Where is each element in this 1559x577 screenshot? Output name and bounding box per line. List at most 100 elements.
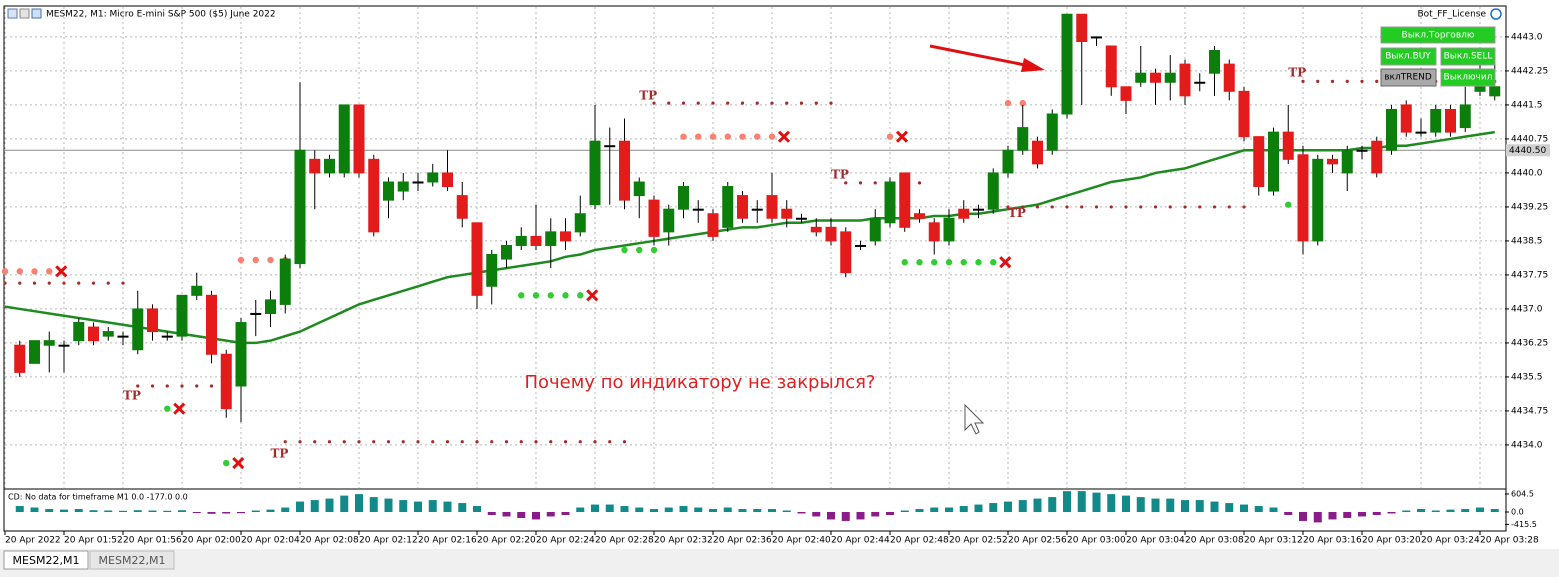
button-label[interactable]: Выкл.SELL bbox=[1444, 52, 1493, 62]
candle-body bbox=[397, 181, 409, 192]
histogram-bar bbox=[443, 501, 452, 512]
level-dot bbox=[150, 384, 155, 388]
histogram-bar bbox=[1210, 501, 1219, 512]
level-dot bbox=[563, 440, 568, 444]
x-tick-label: 20 Apr 03:12 bbox=[1244, 536, 1303, 546]
candle-body bbox=[412, 181, 424, 184]
x-tick-label: 20 Apr 03:28 bbox=[1480, 536, 1539, 546]
close-cross bbox=[895, 130, 909, 143]
button-label[interactable]: Выкл.BUY bbox=[1385, 52, 1431, 62]
histogram-bar bbox=[900, 510, 909, 512]
bot-icon bbox=[1490, 8, 1502, 20]
candle-body bbox=[471, 222, 483, 296]
tab[interactable] bbox=[3, 550, 89, 570]
level-dot bbox=[667, 101, 671, 105]
histogram-bar bbox=[1313, 511, 1322, 523]
candle-body bbox=[427, 172, 439, 183]
level-dot bbox=[106, 281, 110, 285]
candle-body bbox=[1312, 158, 1324, 242]
histogram-bar bbox=[1417, 509, 1425, 512]
candle-body bbox=[884, 181, 896, 224]
candle-body bbox=[58, 344, 70, 347]
candle-body bbox=[1179, 63, 1191, 97]
level-dot bbox=[475, 440, 479, 444]
y-tick-label: 4438.5 bbox=[1511, 236, 1543, 246]
tab-label[interactable]: MESM22,M1 bbox=[13, 554, 80, 567]
x-tick-label: 20 Apr 02:56 bbox=[1008, 536, 1067, 546]
histogram-bar bbox=[738, 509, 747, 512]
histogram-bar bbox=[1092, 492, 1101, 512]
histogram-bar bbox=[1107, 494, 1116, 512]
histogram-bar bbox=[296, 501, 304, 512]
candle-body bbox=[265, 299, 276, 314]
x-tick-label: 20 Apr 02:52 bbox=[949, 536, 1008, 546]
tp-label: TP bbox=[831, 168, 849, 182]
candle-body bbox=[825, 226, 837, 242]
candle-body bbox=[515, 235, 527, 246]
button[interactable] bbox=[1380, 47, 1437, 66]
candle-body bbox=[1076, 13, 1088, 42]
histogram-bar bbox=[310, 500, 319, 512]
histogram-bar bbox=[414, 501, 422, 512]
button[interactable] bbox=[1440, 47, 1496, 66]
candle-body bbox=[1430, 108, 1442, 133]
histogram-bar bbox=[797, 511, 806, 514]
x-tick-label: 20 Apr 02:16 bbox=[418, 536, 477, 546]
candle-body bbox=[928, 222, 940, 242]
level-dot bbox=[223, 459, 230, 467]
tp-label: TP bbox=[271, 446, 289, 460]
arrow bbox=[929, 44, 1031, 68]
candle-body bbox=[1002, 149, 1014, 174]
candle-body bbox=[943, 217, 955, 242]
button[interactable] bbox=[1380, 26, 1496, 44]
candle-body bbox=[604, 145, 616, 148]
histogram-bar bbox=[782, 510, 791, 512]
close-cross bbox=[999, 256, 1012, 269]
histogram-bar bbox=[723, 507, 732, 512]
candle-body bbox=[840, 231, 852, 274]
y-tick-label: 4436.25 bbox=[1511, 338, 1548, 348]
level-dot bbox=[121, 281, 125, 285]
histogram-bar bbox=[1269, 507, 1278, 512]
button[interactable] bbox=[1380, 68, 1437, 87]
histogram-bar bbox=[369, 497, 378, 512]
level-dot bbox=[1198, 205, 1202, 209]
level-dot bbox=[342, 440, 346, 444]
tab[interactable] bbox=[89, 550, 175, 570]
button-label[interactable]: вклTREND bbox=[1384, 73, 1432, 83]
level-dot bbox=[91, 281, 96, 285]
button[interactable] bbox=[1440, 68, 1496, 87]
histogram-bar bbox=[60, 509, 68, 512]
histogram-bar bbox=[1136, 497, 1145, 512]
candle-body bbox=[1415, 131, 1427, 134]
histogram-bar bbox=[487, 511, 496, 515]
button-label[interactable]: Выкл.Торговлю bbox=[1402, 31, 1475, 41]
histogram-bar bbox=[664, 507, 673, 512]
button-label[interactable]: Выключил bbox=[1444, 73, 1493, 83]
x-tick-label: 20 Apr 03:04 bbox=[1126, 536, 1185, 546]
level-dot bbox=[990, 259, 997, 266]
tab-label[interactable]: MESM22,M1 bbox=[99, 554, 166, 567]
candle-body bbox=[619, 140, 630, 201]
candle-body bbox=[589, 140, 601, 206]
histogram-bar bbox=[635, 507, 644, 512]
x-tick-label: 20 Apr 02:28 bbox=[595, 536, 654, 546]
y-tick-label: 4434.0 bbox=[1511, 440, 1543, 450]
level-dot bbox=[931, 259, 938, 266]
histogram-bar bbox=[325, 498, 334, 512]
histogram-bar bbox=[384, 498, 393, 512]
histogram-bar bbox=[458, 503, 467, 512]
symbol-title: MESM22, M1: Micro E-mini S&P 500 ($5) Ju… bbox=[46, 10, 276, 20]
y-tick-label: 4439.25 bbox=[1511, 202, 1548, 212]
x-tick-label: 20 Apr 03:00 bbox=[1067, 536, 1126, 546]
icon bbox=[19, 8, 30, 19]
x-tick-label: 20 Apr 02:20 bbox=[477, 536, 536, 546]
candle-body bbox=[1253, 136, 1265, 188]
candle-body bbox=[294, 149, 306, 265]
x-tick-label: 20 Apr 01:52 bbox=[64, 536, 123, 546]
candle-body bbox=[1061, 13, 1073, 115]
level-dot bbox=[534, 440, 538, 444]
last-price-box bbox=[1506, 144, 1550, 157]
